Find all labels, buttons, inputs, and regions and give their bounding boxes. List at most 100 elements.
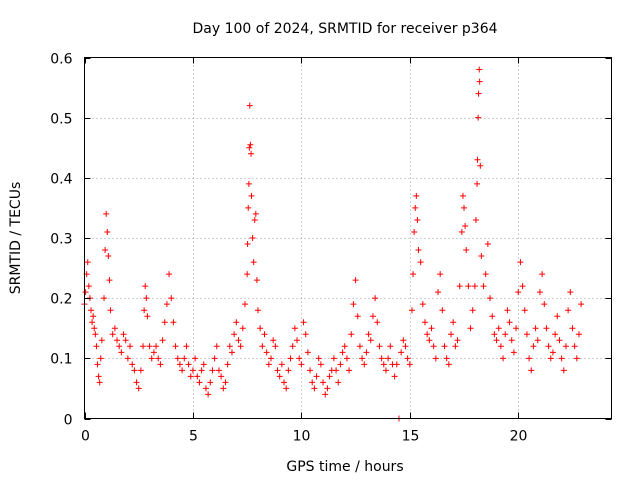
data-point — [176, 361, 183, 368]
data-point — [163, 301, 170, 308]
data-point — [493, 337, 500, 344]
data-point — [443, 355, 450, 362]
y-tick-label: 0.5 — [50, 112, 72, 128]
data-point — [194, 373, 201, 380]
data-point — [426, 337, 433, 344]
data-point — [476, 78, 483, 85]
data-point — [102, 247, 109, 254]
data-point — [530, 343, 537, 350]
data-point — [404, 355, 411, 362]
data-point — [106, 277, 113, 284]
data-point — [448, 331, 455, 338]
x-tick-label: 15 — [402, 429, 420, 445]
data-point — [168, 295, 175, 302]
data-point — [567, 289, 574, 296]
data-point — [415, 247, 422, 254]
data-point — [109, 331, 116, 338]
data-point — [430, 343, 437, 350]
data-point — [153, 343, 160, 350]
data-point — [89, 319, 96, 326]
data-point — [270, 337, 277, 344]
data-point — [248, 150, 255, 157]
data-point — [402, 343, 409, 350]
data-point — [224, 361, 231, 368]
data-point — [517, 259, 524, 266]
data-point — [372, 295, 379, 302]
data-point — [472, 216, 479, 223]
data-point — [475, 114, 482, 121]
data-point — [549, 349, 556, 356]
data-point — [521, 307, 528, 314]
data-point — [500, 355, 507, 362]
data-point — [432, 355, 439, 362]
data-point — [289, 343, 296, 350]
data-point — [526, 355, 533, 362]
data-point — [459, 192, 466, 199]
data-point — [376, 343, 383, 350]
data-point — [380, 361, 387, 368]
data-point — [241, 301, 248, 308]
data-point — [497, 343, 504, 350]
data-point — [341, 343, 348, 350]
data-point — [107, 307, 114, 314]
data-point — [129, 361, 136, 368]
data-point — [474, 156, 481, 163]
data-point — [133, 379, 140, 386]
data-point — [356, 343, 363, 350]
data-point — [209, 367, 216, 374]
data-point — [361, 361, 368, 368]
data-point — [90, 313, 97, 320]
data-point — [489, 313, 496, 320]
data-point — [324, 385, 331, 392]
data-point — [469, 307, 476, 314]
x-axis-label: GPS time / hours — [286, 459, 403, 475]
data-point — [183, 343, 190, 350]
data-point — [408, 307, 415, 314]
data-point — [367, 337, 374, 344]
data-point — [471, 283, 478, 290]
data-point — [571, 343, 578, 350]
data-point — [84, 259, 91, 266]
data-point — [536, 289, 543, 296]
data-point — [458, 228, 465, 235]
data-point — [562, 343, 569, 350]
data-point — [155, 355, 162, 362]
data-point — [558, 355, 565, 362]
data-point — [439, 307, 446, 314]
data-point — [333, 367, 340, 374]
data-point — [166, 271, 173, 278]
data-point — [461, 204, 468, 211]
data-point — [263, 349, 270, 356]
plot-frame — [84, 57, 612, 419]
data-point — [547, 355, 554, 362]
data-point — [477, 162, 484, 169]
data-point — [300, 319, 307, 326]
data-point — [482, 271, 489, 278]
data-point — [413, 192, 420, 199]
data-point — [456, 283, 463, 290]
data-point — [137, 367, 144, 374]
data-point — [143, 295, 150, 302]
data-point — [285, 367, 292, 374]
data-point — [348, 331, 355, 338]
data-point — [95, 373, 102, 380]
data-point — [317, 361, 324, 368]
data-point — [462, 222, 469, 229]
data-point — [406, 361, 413, 368]
data-point — [291, 325, 298, 332]
grid — [84, 57, 612, 419]
data-point — [424, 331, 431, 338]
data-point — [91, 325, 98, 332]
data-point — [211, 355, 218, 362]
data-point — [476, 66, 483, 73]
data-point — [560, 367, 567, 374]
data-point — [157, 361, 164, 368]
data-point — [302, 331, 309, 338]
y-tick-label: 0 — [64, 413, 73, 429]
data-point — [454, 337, 461, 344]
data-point — [322, 391, 329, 398]
data-point — [198, 367, 205, 374]
data-point — [274, 367, 281, 374]
data-point — [181, 355, 188, 362]
